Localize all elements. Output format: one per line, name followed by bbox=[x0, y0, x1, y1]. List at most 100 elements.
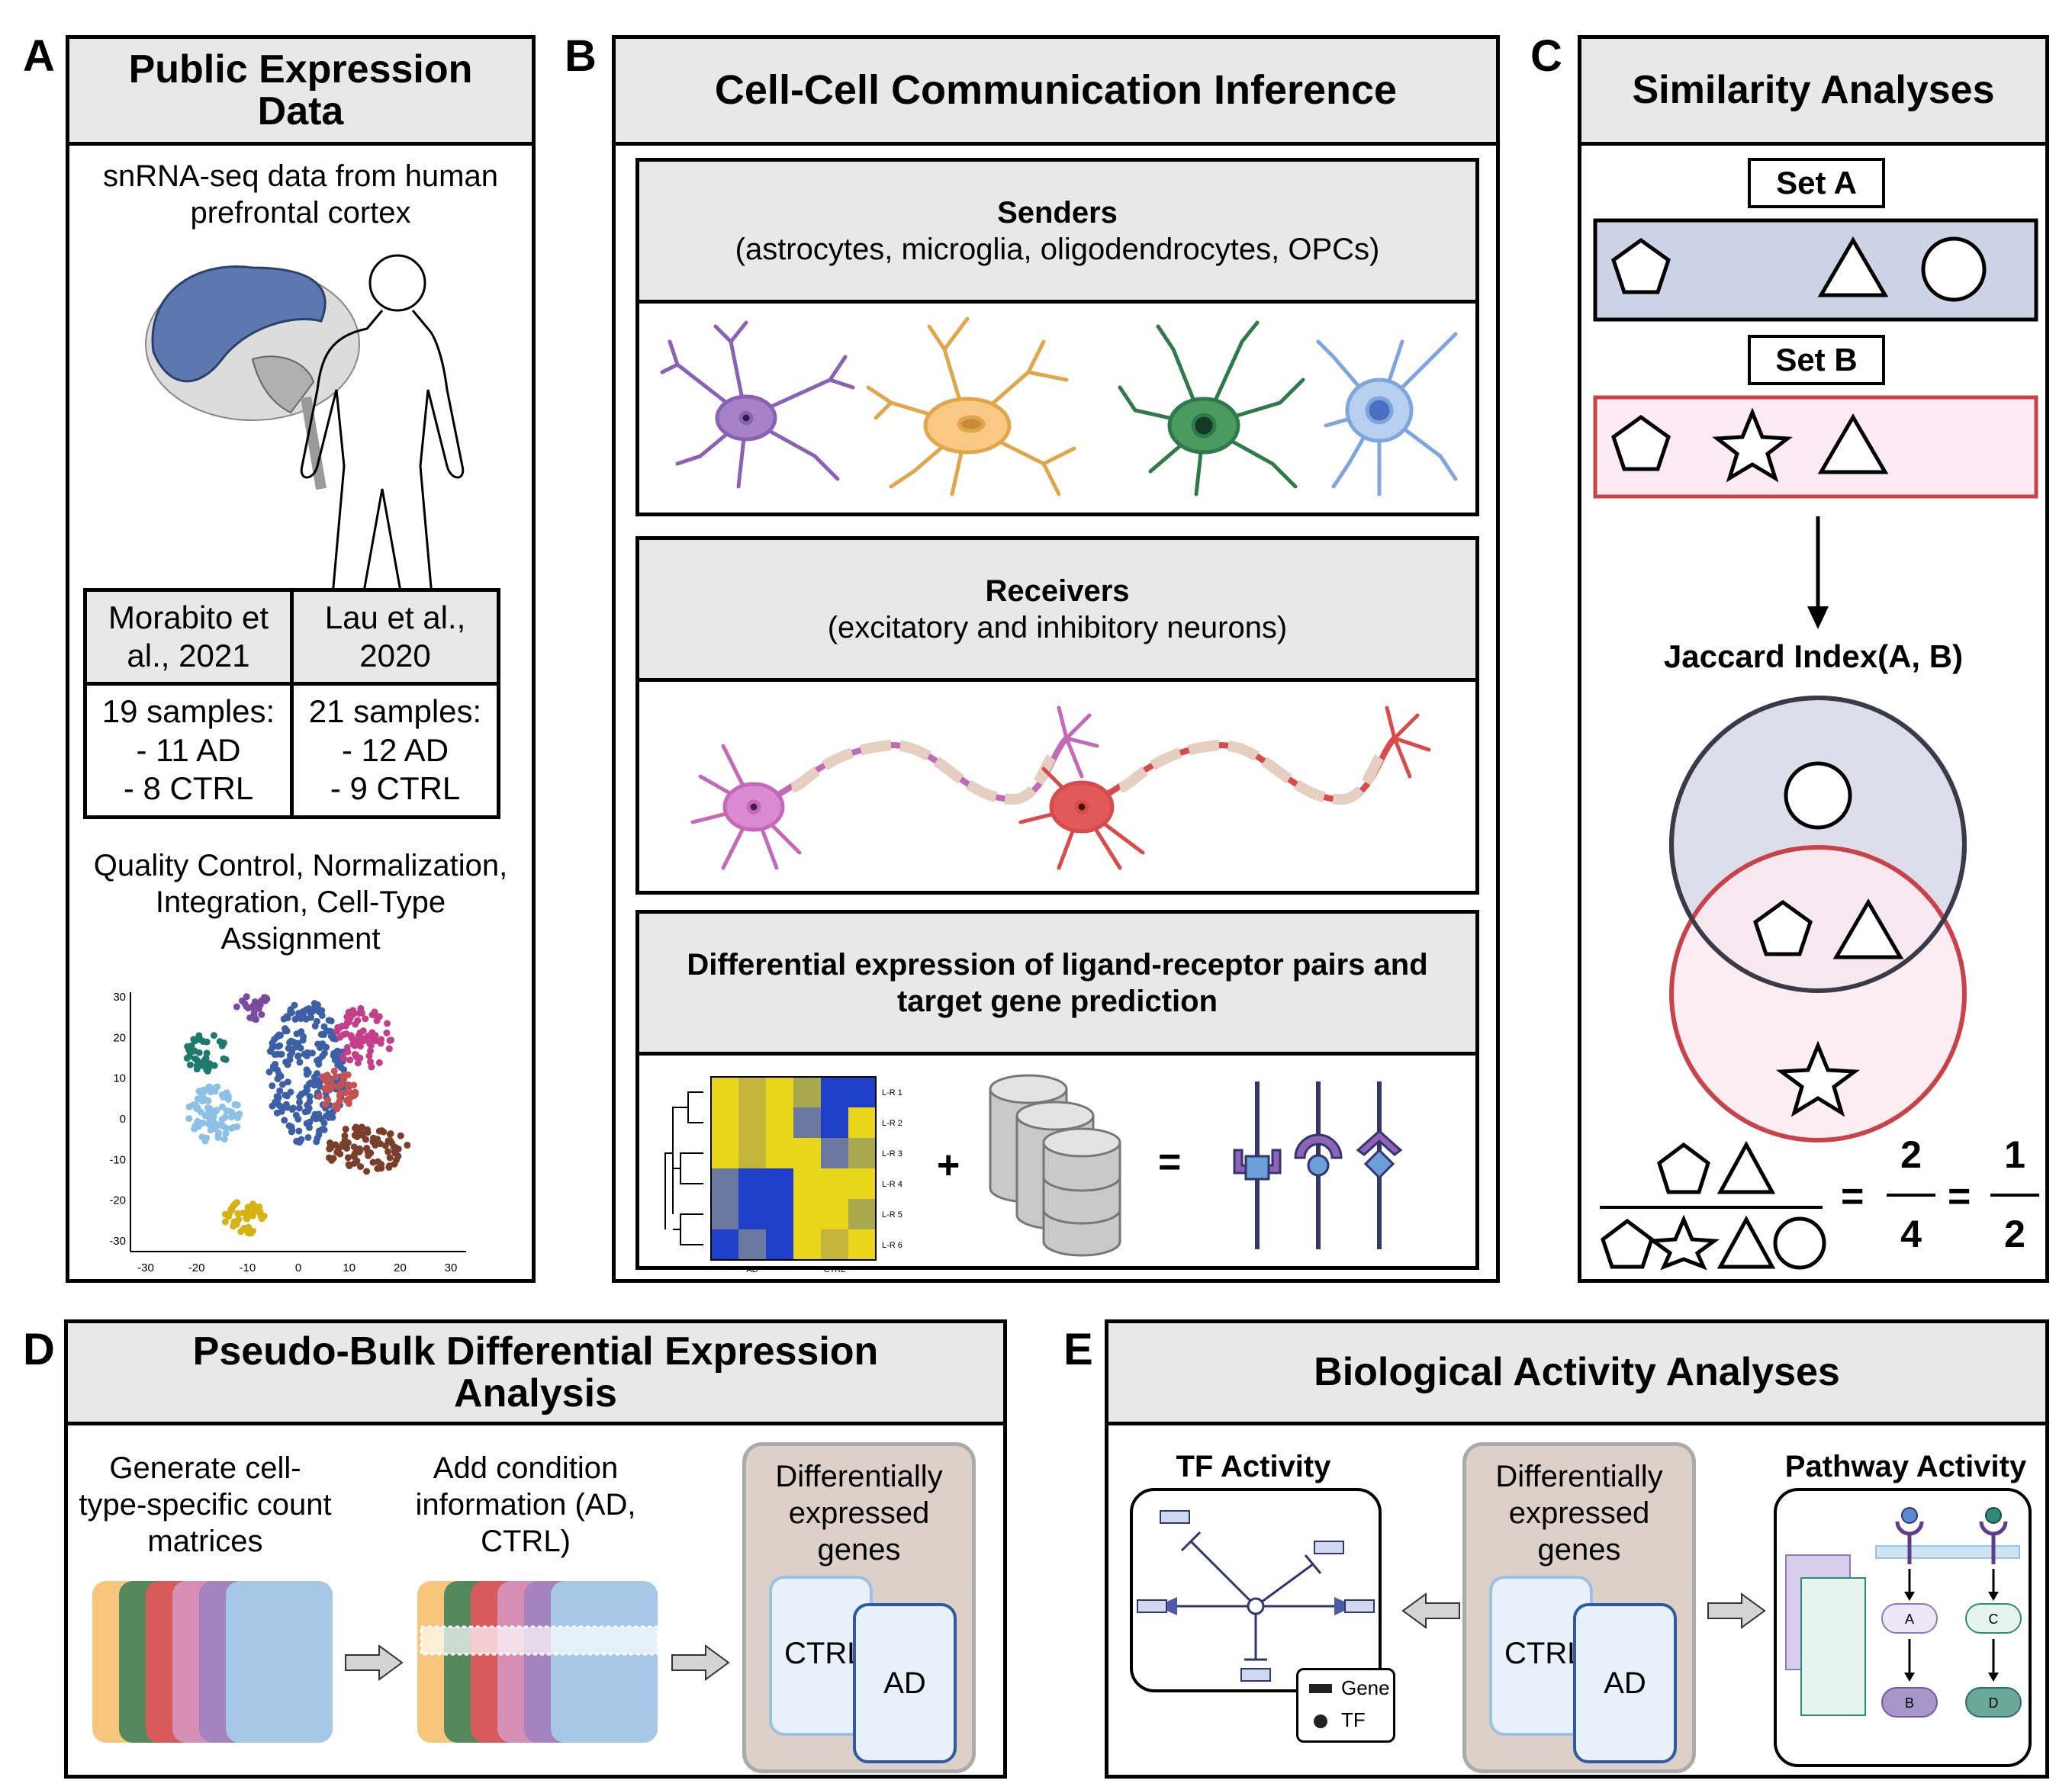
study2-samples-cell: 21 samples: - 12 AD - 9 CTRL bbox=[290, 682, 500, 819]
panel-a-subtitle: snRNA-seq data from human prefrontal cor… bbox=[102, 159, 498, 230]
tsne-point bbox=[356, 1029, 364, 1036]
arrow-right-icon bbox=[671, 1644, 730, 1681]
receivers-title: Receivers bbox=[985, 574, 1130, 608]
equals-sign-2: = bbox=[1948, 1175, 1971, 1219]
tsne-point bbox=[284, 1078, 291, 1086]
tf-activity-title: TF Activity bbox=[1176, 1450, 1331, 1483]
heatmap-cell bbox=[738, 1077, 766, 1107]
tsne-point bbox=[288, 1009, 296, 1017]
heatmap-cell bbox=[766, 1229, 793, 1260]
tsne-point bbox=[303, 1066, 310, 1074]
ad-label-e: AD bbox=[1604, 1666, 1646, 1700]
inhibitory-neuron-icon bbox=[690, 705, 1099, 870]
heatmap-cell bbox=[848, 1168, 876, 1199]
tsne-point bbox=[208, 1123, 216, 1130]
node-d-label: D bbox=[1989, 1695, 1999, 1711]
tsne-point bbox=[320, 1126, 328, 1133]
panel-letter-c: C bbox=[1530, 31, 1562, 81]
tsne-point bbox=[212, 1107, 220, 1115]
tsne-point bbox=[386, 1036, 394, 1044]
tsne-point bbox=[203, 1066, 211, 1074]
tsne-point bbox=[362, 1136, 369, 1143]
tsne-point bbox=[218, 1116, 226, 1123]
ctrl-label-e: CTRL bbox=[1504, 1637, 1585, 1670]
tsne-point bbox=[340, 1055, 348, 1062]
tsne-point bbox=[233, 1003, 240, 1011]
tsne-point bbox=[220, 1136, 228, 1143]
senders-title: Senders bbox=[997, 195, 1118, 230]
tsne-point bbox=[386, 1154, 394, 1162]
deg-box-e: Differentially expressed genes CTRL AD bbox=[1462, 1442, 1696, 1773]
tsne-point bbox=[351, 1132, 359, 1139]
heatmap-cell bbox=[738, 1229, 766, 1260]
tsne-point bbox=[309, 1007, 317, 1014]
tsne-point bbox=[285, 1045, 292, 1052]
lr-heatmap: L-R 1 L-R 2 L-R 3 L-R 4 L-R 5 L-R 6 AD CTRL bbox=[664, 1076, 902, 1274]
tsne-point bbox=[315, 1093, 323, 1101]
tsne-point bbox=[341, 1136, 349, 1144]
venn-diagram bbox=[1669, 696, 1967, 1142]
tsne-point bbox=[344, 1048, 352, 1056]
panel-letter-d: D bbox=[23, 1325, 55, 1374]
tsne-point bbox=[346, 1056, 354, 1064]
tsne-point bbox=[320, 1049, 328, 1057]
heatmap-cell bbox=[711, 1168, 738, 1199]
deg-box: Differentially expressed genes CTRL AD bbox=[742, 1442, 976, 1773]
circle-icon bbox=[1921, 236, 1987, 302]
tsne-point bbox=[367, 1047, 375, 1055]
tsne-point bbox=[342, 1022, 349, 1030]
circle-icon bbox=[1784, 761, 1852, 830]
tsne-point bbox=[330, 1052, 337, 1059]
tf-network-diagram bbox=[1130, 1488, 1382, 1692]
tf-legend: Gene TF bbox=[1296, 1668, 1395, 1743]
tsne-point bbox=[243, 993, 250, 1001]
tsne-point bbox=[231, 1200, 239, 1207]
tsne-point bbox=[351, 1050, 359, 1058]
tsne-point bbox=[194, 1095, 201, 1103]
tsne-point bbox=[313, 1138, 320, 1146]
tsne-point bbox=[186, 1061, 194, 1069]
panel-e-header: Biological Activity Analyses bbox=[1108, 1323, 2045, 1425]
panel-e-title: Biological Activity Analyses bbox=[1314, 1350, 1840, 1395]
tsne-point bbox=[366, 1040, 374, 1047]
tsne-point bbox=[336, 1033, 344, 1041]
receivers-subtitle: (excitatory and inhibitory neurons) bbox=[827, 610, 1288, 644]
tsne-point bbox=[316, 1007, 323, 1014]
jaccard-fraction-icons bbox=[1600, 1140, 1826, 1271]
tsne-point bbox=[327, 1140, 334, 1148]
tsne-point bbox=[189, 1101, 197, 1109]
tsne-point bbox=[334, 1061, 342, 1069]
study1-samples: 19 samples: bbox=[101, 693, 275, 730]
tsne-point bbox=[325, 1154, 333, 1162]
tsne-point bbox=[357, 1163, 365, 1171]
x-tick-label: 0 bbox=[295, 1261, 301, 1274]
panel-b-title: Cell-Cell Communication Inference bbox=[714, 67, 1398, 114]
tsne-point bbox=[344, 1154, 352, 1162]
heatmap-cell bbox=[711, 1107, 738, 1138]
heatmap-cell bbox=[711, 1229, 738, 1260]
tsne-point bbox=[352, 1020, 359, 1028]
panel-e: Biological Activity Analyses TF Activity… bbox=[1105, 1319, 2049, 1779]
tsne-point bbox=[368, 1063, 375, 1071]
tsne-point bbox=[250, 1015, 258, 1023]
tsne-point bbox=[210, 1032, 217, 1040]
set-a-label-text: Set A bbox=[1776, 165, 1857, 201]
tsne-point bbox=[315, 1060, 323, 1068]
tsne-point bbox=[271, 1051, 278, 1059]
equals-sign: = bbox=[1158, 1140, 1182, 1184]
deg-label: Differentially expressed genes bbox=[775, 1460, 943, 1567]
tsne-point bbox=[256, 1001, 264, 1008]
tsne-point bbox=[384, 1020, 391, 1027]
tsne-point bbox=[240, 1226, 247, 1233]
tsne-point bbox=[222, 1130, 230, 1137]
tsne-point bbox=[278, 1081, 286, 1088]
arrow-right-icon bbox=[1707, 1592, 1766, 1629]
y-tick-label: 0 bbox=[120, 1113, 126, 1126]
database-icon bbox=[989, 1074, 1121, 1257]
panel-d-title: Pseudo-Bulk Differential Expression Anal… bbox=[192, 1329, 879, 1416]
tsne-point bbox=[378, 1165, 385, 1172]
tsne-point bbox=[185, 1115, 193, 1123]
tsne-point bbox=[345, 1100, 352, 1107]
tsne-point bbox=[299, 1036, 307, 1044]
tsne-point bbox=[211, 1062, 218, 1069]
